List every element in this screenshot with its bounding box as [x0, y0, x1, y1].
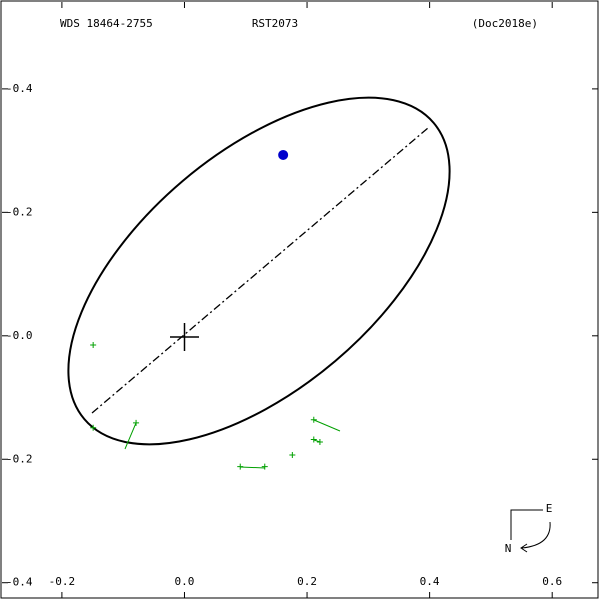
x-tick-label: 0.4 [420, 575, 440, 588]
current-position [278, 149, 289, 160]
y-tick-label: -0.4 [6, 82, 33, 95]
name-label: RST2073 [252, 17, 298, 30]
observation [237, 463, 244, 470]
orbit [67, 96, 451, 446]
x-tick-label: 0.2 [297, 575, 317, 588]
observation [289, 451, 296, 458]
compass [510, 509, 551, 553]
primary-star [170, 323, 199, 351]
y-tick-label: -0.2 [6, 205, 33, 218]
x-tick-label: 0.0 [175, 575, 195, 588]
ref-label: (Doc2018e) [472, 17, 538, 30]
observation [261, 463, 268, 470]
observation [310, 416, 317, 423]
observation [316, 438, 323, 445]
compass-east: E [546, 502, 553, 515]
observation [133, 419, 140, 426]
x-tick-label: 0.6 [542, 575, 562, 588]
line-of-apsides [91, 127, 429, 414]
residuals [124, 419, 341, 469]
y-tick-label: -0.0 [6, 329, 33, 342]
wds-label: WDS 18464-2755 [60, 17, 153, 30]
y-tick-label: -0.2 [6, 452, 33, 465]
x-tick-label: -0.2 [49, 575, 76, 588]
observation [310, 436, 317, 443]
observation [90, 342, 97, 349]
y-tick-label: -0.4 [6, 576, 33, 589]
observation [90, 424, 97, 431]
compass-north: N [505, 542, 512, 555]
